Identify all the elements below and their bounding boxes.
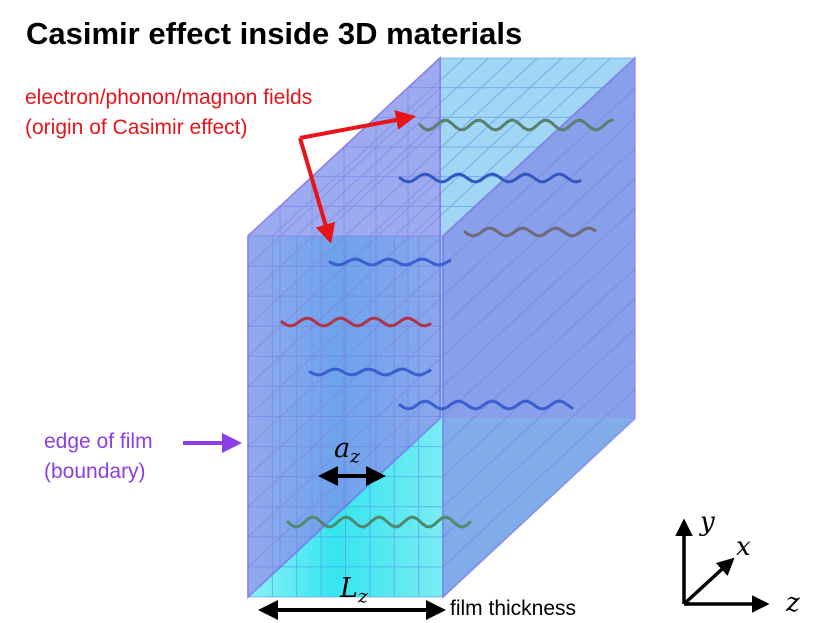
red-arrow-lower	[298, 137, 336, 244]
field-wave	[280, 316, 432, 328]
field-wave	[308, 367, 432, 377]
field-wave	[328, 257, 452, 267]
grid-line	[442, 57, 636, 237]
grid-line	[442, 238, 636, 417]
grid-line	[442, 117, 636, 297]
grid-line	[442, 358, 636, 538]
edge-label-line1: edge of film	[44, 430, 153, 453]
fields-label-line2: (origin of Casimir effect)	[25, 116, 248, 139]
field-wave	[418, 118, 614, 132]
diagram-title: Casimir effect inside 3D materials	[26, 16, 523, 51]
fields-label-line1: electron/phonon/magnon fields	[25, 86, 313, 109]
grid-line	[442, 298, 636, 478]
z-axis-label: z	[786, 588, 800, 618]
grid-line	[442, 177, 636, 357]
right-boundary-plate	[442, 55, 636, 600]
field-wave	[286, 515, 472, 529]
grid-line	[418, 57, 611, 237]
thickness-symbol: Lz	[340, 573, 368, 608]
edge-label-line2: (boundary)	[44, 460, 146, 483]
field-wave	[398, 399, 574, 411]
y-axis-label: y	[700, 507, 715, 537]
fields-pointer-arrows	[298, 110, 416, 244]
field-wave	[398, 172, 582, 184]
x-axis-arrow	[682, 557, 735, 606]
grid-line	[442, 418, 636, 598]
field-wave	[463, 226, 597, 238]
axes	[675, 518, 770, 613]
left-boundary-plate	[247, 55, 441, 600]
x-axis-label: x	[736, 532, 751, 562]
lattice-spacing-symbol: az	[334, 433, 361, 468]
grid-line	[442, 388, 636, 568]
field-waves	[280, 118, 614, 529]
red-arrow-upper	[299, 110, 416, 140]
grid-line	[442, 208, 636, 387]
grid-line	[442, 268, 636, 447]
grid-line	[442, 328, 636, 508]
film-thickness-label: film thickness	[450, 597, 577, 620]
